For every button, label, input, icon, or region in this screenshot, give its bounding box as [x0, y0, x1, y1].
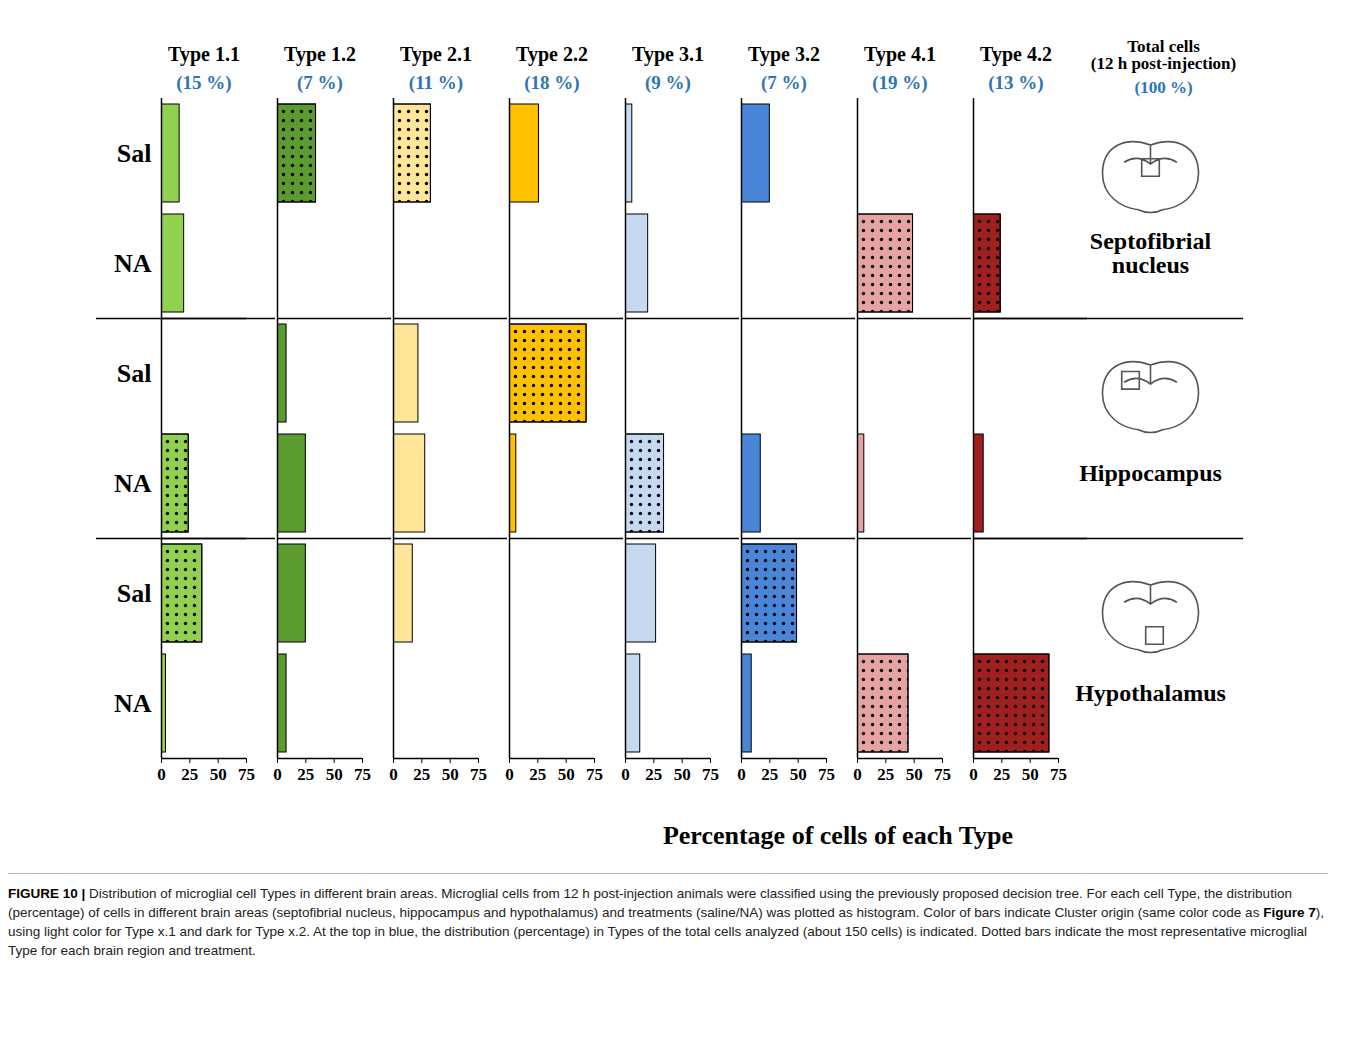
svg-text:0: 0 — [969, 765, 978, 784]
svg-text:0: 0 — [853, 765, 862, 784]
svg-text:Total cells(12 h post-injectio: Total cells(12 h post-injection) — [1091, 37, 1236, 73]
svg-text:Type 3.1: Type 3.1 — [632, 43, 704, 66]
svg-text:Type 2.2: Type 2.2 — [516, 43, 588, 66]
svg-text:25: 25 — [297, 765, 314, 784]
svg-text:50: 50 — [558, 765, 575, 784]
svg-text:(19 %): (19 %) — [872, 72, 927, 94]
svg-text:Type 1.2: Type 1.2 — [284, 43, 356, 66]
html-text:FIGURE 10 | Distribution of mi: FIGURE 10 | Distribution of microglial c… — [8, 886, 1324, 958]
svg-text:0: 0 — [737, 765, 746, 784]
svg-text:Sal: Sal — [117, 359, 152, 388]
svg-text:75: 75 — [818, 765, 835, 784]
svg-text:Hippocampus: Hippocampus — [1079, 460, 1222, 486]
svg-text:75: 75 — [238, 765, 255, 784]
svg-text:0: 0 — [505, 765, 514, 784]
svg-text:50: 50 — [790, 765, 807, 784]
svg-text:75: 75 — [470, 765, 487, 784]
svg-text:75: 75 — [1050, 765, 1067, 784]
svg-text:0: 0 — [157, 765, 166, 784]
svg-text:(13 %): (13 %) — [988, 72, 1043, 94]
svg-text:25: 25 — [645, 765, 662, 784]
svg-text:50: 50 — [674, 765, 691, 784]
svg-text:(7 %): (7 %) — [297, 72, 343, 94]
svg-text:50: 50 — [326, 765, 343, 784]
svg-text:25: 25 — [993, 765, 1010, 784]
svg-text:50: 50 — [1022, 765, 1039, 784]
svg-text:(100 %): (100 %) — [1134, 78, 1192, 97]
svg-text:50: 50 — [442, 765, 459, 784]
svg-text:50: 50 — [210, 765, 227, 784]
svg-text:Type 2.1: Type 2.1 — [400, 43, 472, 66]
svg-text:NA: NA — [114, 249, 152, 278]
svg-text:Sal: Sal — [117, 579, 152, 608]
svg-text:75: 75 — [702, 765, 719, 784]
svg-text:25: 25 — [181, 765, 198, 784]
svg-text:50: 50 — [906, 765, 923, 784]
svg-text:25: 25 — [529, 765, 546, 784]
svg-text:0: 0 — [273, 765, 282, 784]
svg-text:Septofibrialnucleus: Septofibrialnucleus — [1090, 228, 1212, 278]
svg-text:NA: NA — [114, 469, 152, 498]
svg-text:25: 25 — [413, 765, 430, 784]
svg-text:(9 %): (9 %) — [645, 72, 691, 94]
svg-text:Type 3.2: Type 3.2 — [748, 43, 820, 66]
html-text:Percentage of cells of each Ty: Percentage of cells of each Type — [662, 821, 1014, 850]
svg-text:Sal: Sal — [117, 139, 152, 168]
svg-text:0: 0 — [621, 765, 630, 784]
svg-text:25: 25 — [761, 765, 778, 784]
svg-text:Type 4.2: Type 4.2 — [980, 43, 1052, 66]
svg-text:Type 1.1: Type 1.1 — [168, 43, 240, 66]
svg-text:NA: NA — [114, 689, 152, 718]
svg-text:75: 75 — [586, 765, 603, 784]
svg-text:(18 %): (18 %) — [524, 72, 579, 94]
svg-text:(7 %): (7 %) — [761, 72, 807, 94]
svg-text:0: 0 — [389, 765, 398, 784]
svg-text:(15 %): (15 %) — [176, 72, 231, 94]
svg-text:25: 25 — [877, 765, 894, 784]
svg-text:Type 4.1: Type 4.1 — [864, 43, 936, 66]
svg-text:Hypothalamus: Hypothalamus — [1075, 680, 1226, 706]
svg-text:75: 75 — [354, 765, 371, 784]
svg-text:(11 %): (11 %) — [409, 72, 463, 94]
svg-text:75: 75 — [934, 765, 951, 784]
